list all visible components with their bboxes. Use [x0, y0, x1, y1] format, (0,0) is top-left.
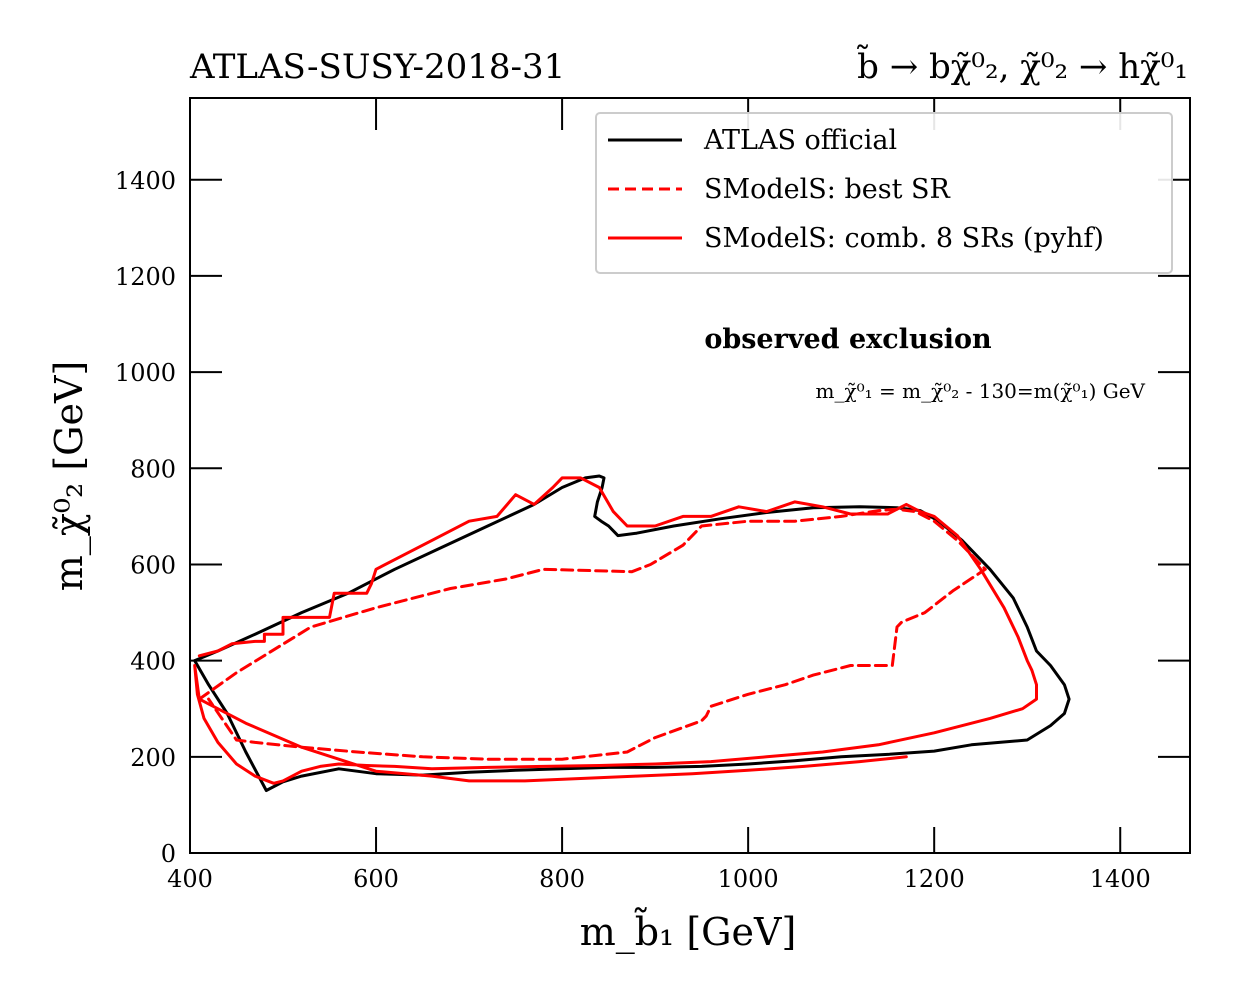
y-tick-label: 400 [130, 648, 176, 676]
y-axis-label: m_χ̃⁰₂ [GeV] [47, 361, 92, 592]
series-line-1 [197, 507, 987, 761]
exclusion-curves [193, 474, 1071, 792]
y-tick-label: 800 [130, 455, 176, 483]
y-tick-label: 200 [130, 744, 176, 772]
chart-title-left: ATLAS-SUSY-2018-31 [189, 47, 565, 87]
y-tick-label: 1200 [115, 263, 176, 291]
y-tick-label: 0 [161, 840, 176, 868]
series-line-0 [193, 474, 1071, 792]
x-tick-label: 600 [353, 865, 399, 893]
series-line-2 [193, 476, 1038, 785]
plot-frame [189, 97, 1191, 854]
x-tick-label: 1400 [1090, 865, 1151, 893]
legend-box [595, 112, 1173, 274]
legend-label-combined: SModelS: comb. 8 SRs (pyhf) [704, 223, 1104, 254]
x-tick-label: 800 [539, 865, 585, 893]
x-tick-label: 1200 [904, 865, 965, 893]
y-tick-label: 600 [130, 551, 176, 579]
y-tick-label: 1000 [115, 359, 176, 387]
legend: ATLAS official SModelS: best SR SModelS:… [595, 112, 1173, 274]
y-tick-label: 1400 [115, 167, 176, 195]
x-axis-label: m_b̃₁ [GeV] [580, 907, 797, 955]
x-tick-label: 1000 [718, 865, 779, 893]
legend-label-best-sr: SModelS: best SR [704, 174, 951, 205]
annotation-text: m_χ̃⁰₁ = m_χ̃⁰₂ - 130=m(χ̃⁰₁) GeV [816, 379, 1146, 403]
legend-label-official: ATLAS official [703, 125, 897, 156]
annotation-title: observed exclusion [704, 324, 992, 355]
chart-title-right: b̃ → bχ̃⁰₂, χ̃⁰₂ → hχ̃⁰₁ [856, 44, 1188, 87]
axis-tick-labels: 400 600 800 1000 1200 1400 0 200 400 600 800 1000 12… [115, 167, 1151, 893]
x-tick-label: 400 [167, 865, 213, 893]
